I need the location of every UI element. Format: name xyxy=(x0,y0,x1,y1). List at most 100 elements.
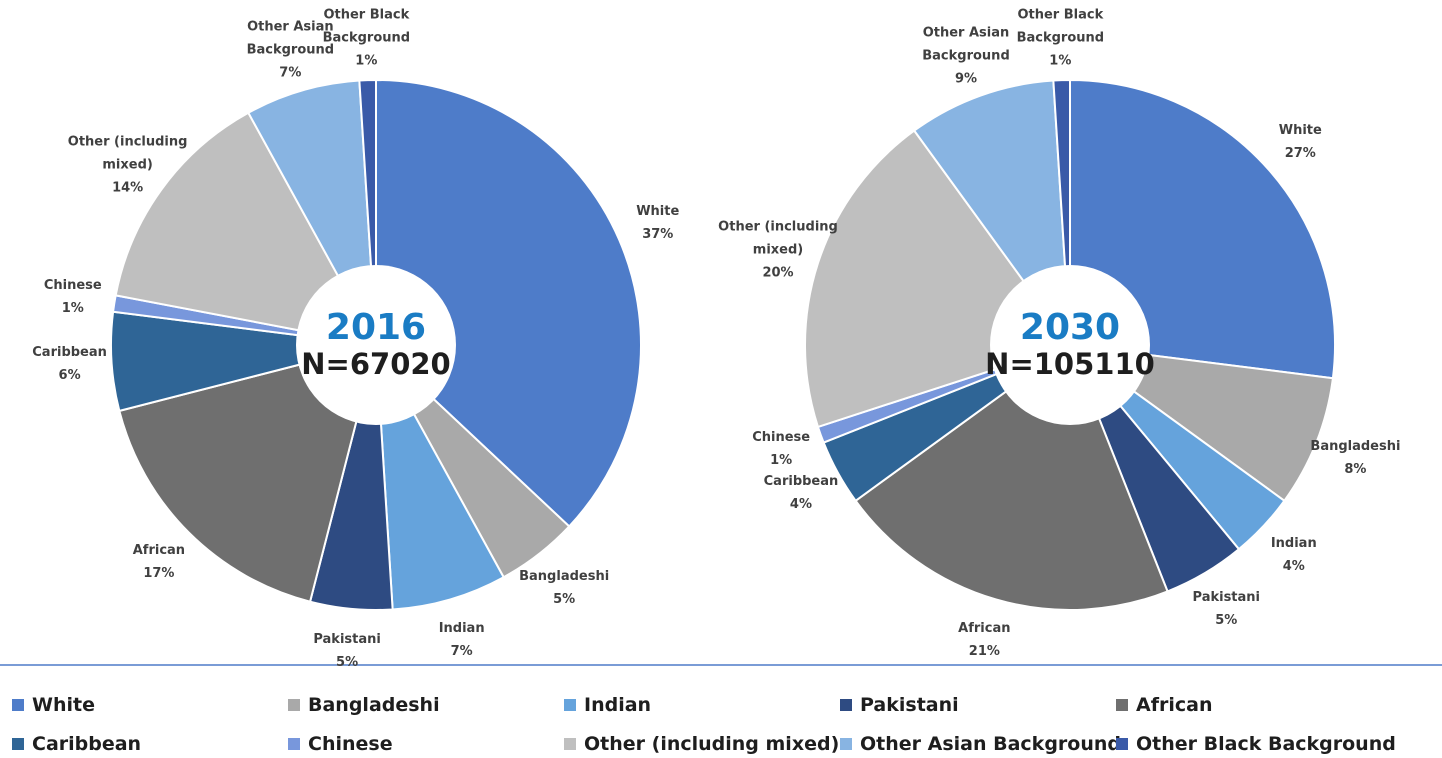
hole xyxy=(990,265,1150,425)
legend-label: White xyxy=(32,694,95,716)
center-subtitle: N=105110 xyxy=(985,347,1155,381)
legend-swatch xyxy=(564,738,576,750)
legend-item: Other (including mixed) xyxy=(564,733,839,755)
label-value: 4% xyxy=(1282,559,1305,575)
data-label: Pakistani 5% xyxy=(1166,586,1286,632)
center-title: 2016 xyxy=(325,307,427,348)
label-name: Bangladeshi xyxy=(519,568,610,584)
legend-item: Other Black Background xyxy=(1116,733,1396,755)
legend-swatch xyxy=(12,699,24,711)
label-value: 1% xyxy=(1049,53,1072,69)
center-title: 2030 xyxy=(1019,307,1121,348)
legend-label: Bangladeshi xyxy=(308,694,440,716)
data-label: Indian 4% xyxy=(1234,532,1354,578)
legend-item: Chinese xyxy=(288,733,393,755)
center-label: 2030 N=105110 xyxy=(985,307,1155,382)
data-label: Chinese 1% xyxy=(13,274,133,320)
label-name: Other Asian Background xyxy=(246,19,335,58)
data-label: Other (including mixed) 20% xyxy=(718,216,838,285)
label-name: Caribbean xyxy=(763,473,839,489)
legend-swatch xyxy=(12,738,24,750)
data-label: Bangladeshi 8% xyxy=(1295,435,1415,481)
label-name: Bangladeshi xyxy=(1310,439,1401,454)
legend-item: Pakistani xyxy=(840,694,959,716)
label-value: 5% xyxy=(553,591,576,607)
label-value: 8% xyxy=(1344,462,1367,477)
label-value: 6% xyxy=(58,368,81,384)
legend-item: White xyxy=(12,694,95,716)
label-name: Indian xyxy=(438,620,485,636)
label-value: 21% xyxy=(968,643,1000,659)
label-value: 1% xyxy=(770,452,793,468)
label-name: Pakistani xyxy=(313,631,381,647)
data-label: Other Black Background 1% xyxy=(1000,4,1120,73)
legend-label: Other Black Background xyxy=(1136,733,1396,755)
pie-slice xyxy=(114,111,378,347)
data-label: Bangladeshi 5% xyxy=(504,565,624,611)
data-label: Caribbean 6% xyxy=(10,341,130,387)
label-name: Other (including mixed) xyxy=(718,219,838,258)
legend-item: Indian xyxy=(564,694,651,716)
pie-slice xyxy=(118,343,378,603)
label-name: Other Black Background xyxy=(322,7,411,46)
legend-label: Caribbean xyxy=(32,733,142,755)
pie-slice xyxy=(375,78,642,528)
legend-label: African xyxy=(1136,694,1213,716)
label-value: 20% xyxy=(762,265,794,281)
label-value: 17% xyxy=(143,566,175,582)
label-name: Pakistani xyxy=(1192,590,1261,606)
label-value: 14% xyxy=(112,180,144,196)
data-label: White 27% xyxy=(1240,119,1360,165)
legend-item: Bangladeshi xyxy=(288,694,440,716)
legend-swatch xyxy=(840,699,852,711)
label-name: Indian xyxy=(1270,536,1317,552)
label-name: African xyxy=(958,620,1011,636)
data-label: Other Black Background 1% xyxy=(306,4,426,73)
data-label: African 21% xyxy=(924,617,1044,663)
data-label: Pakistani 5% xyxy=(287,628,407,674)
label-name: Other Black Background xyxy=(1016,7,1105,46)
label-value: 5% xyxy=(336,654,359,670)
data-label: White 37% xyxy=(598,200,718,246)
data-label: Caribbean 4% xyxy=(741,470,861,516)
label-value: 1% xyxy=(355,53,378,69)
label-value: 37% xyxy=(642,227,674,243)
center-subtitle: N=67020 xyxy=(301,347,451,381)
label-name: Other Asian Background xyxy=(922,25,1010,64)
label-name: Other (including mixed) xyxy=(67,134,188,173)
label-value: 7% xyxy=(279,65,302,81)
label-name: White xyxy=(636,204,680,220)
legend-label: Other (including mixed) xyxy=(584,733,840,755)
legend-swatch xyxy=(1116,699,1128,711)
legend-label: Chinese xyxy=(308,733,393,755)
legend-item: Caribbean xyxy=(12,733,141,755)
label-name: Caribbean xyxy=(32,345,107,361)
legend-label: Indian xyxy=(584,694,652,716)
label-name: White xyxy=(1278,122,1322,138)
data-label: Other Asian Background 9% xyxy=(906,22,1026,91)
legend-swatch xyxy=(288,699,300,711)
label-value: 9% xyxy=(954,71,978,87)
legend-swatch xyxy=(564,699,576,711)
label-value: 1% xyxy=(61,300,84,316)
label-name: African xyxy=(132,543,186,559)
label-name: Chinese xyxy=(43,277,102,293)
legend-swatch xyxy=(1116,738,1128,750)
label-value: 4% xyxy=(789,496,812,512)
label-name: Chinese xyxy=(752,429,811,445)
data-label: African 17% xyxy=(99,539,219,585)
legend-swatch xyxy=(840,738,852,750)
data-label: Indian 7% xyxy=(402,617,522,663)
legend-item: Other Asian Background xyxy=(840,733,1121,755)
label-value: 7% xyxy=(450,643,473,659)
legend-label: Other Asian Background xyxy=(860,733,1121,755)
legend-swatch xyxy=(288,738,300,750)
data-label: Other Asian Background 7% xyxy=(230,16,350,85)
legend-label: Pakistani xyxy=(860,694,959,716)
hole xyxy=(296,265,456,425)
data-label: Other (including mixed) 14% xyxy=(68,130,188,199)
data-label: Chinese 1% xyxy=(721,426,841,472)
label-value: 5% xyxy=(1215,613,1238,629)
